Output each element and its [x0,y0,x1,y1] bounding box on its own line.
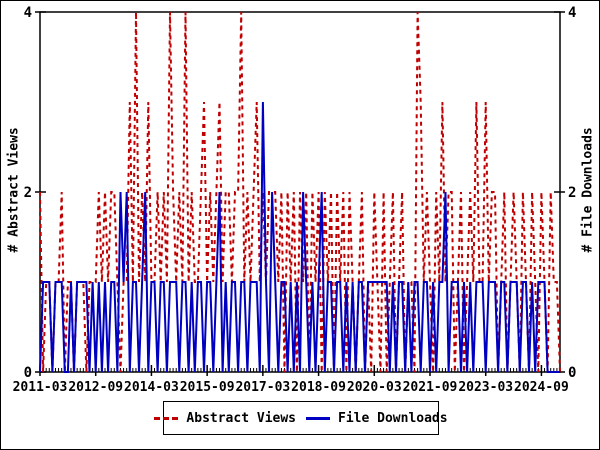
y-right-tick-label: 4 [568,5,576,21]
x-tick-label: 2015-09 [180,380,235,395]
x-tick-label: 2020-03 [347,380,402,395]
x-tick-label: 2011-03 [13,380,68,395]
x-tick-label: 2018-09 [291,380,346,395]
x-tick-label: 2024-09 [514,380,569,395]
y-right-tick-label: 2 [568,185,576,201]
x-tick-label: 2017-03 [235,380,290,395]
x-tick-label: 2021-09 [403,380,458,395]
series-line-abstract-views [39,11,561,373]
y-right-tick-label: 0 [568,365,576,381]
right-axis-title: # File Downloads [580,127,596,253]
y-left-tick-label: 2 [24,185,32,201]
legend-entry-file-downloads: File Downloads [306,411,448,426]
y-left-tick-label: 0 [24,365,32,381]
y-left-tick-label: 4 [24,5,32,21]
legend-label-abstract-views: Abstract Views [186,410,296,426]
legend-box: Abstract Views File Downloads [154,401,448,435]
x-tick-label: 2023-03 [458,380,513,395]
legend-entry-abstract-views: Abstract Views [154,411,296,426]
solid-line-sample-icon [306,416,330,420]
left-axis-title: # Abstract Views [6,127,22,253]
series-line-file-downloads [39,101,560,373]
legend-label-file-downloads: File Downloads [338,410,448,426]
x-tick-label: 2014-03 [124,380,179,395]
dashed-line-sample-icon [154,416,179,420]
x-tick-label: 2012-09 [68,380,123,395]
